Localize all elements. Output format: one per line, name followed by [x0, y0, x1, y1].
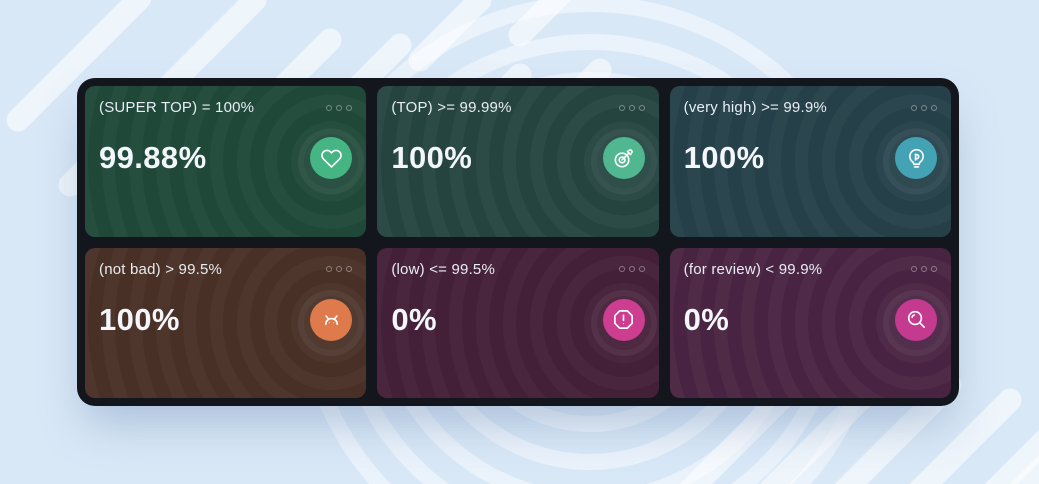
card-title: (for review) < 99.9% — [683, 260, 823, 278]
card-value: 0% — [683, 301, 730, 337]
kpi-card-very-high[interactable]: (very high) >= 99.9% 100% — [669, 86, 951, 237]
more-options-icon[interactable] — [618, 102, 645, 114]
search-icon — [895, 298, 937, 341]
kpi-card-for-review[interactable]: (for review) < 99.9% 0% — [669, 247, 951, 398]
card-title: (very high) >= 99.9% — [683, 99, 827, 116]
more-options-icon[interactable] — [326, 263, 353, 275]
card-value: 99.88% — [99, 140, 207, 175]
kpi-card-low[interactable]: (low) <= 99.5% 0% — [377, 247, 659, 398]
kpi-card-not-bad[interactable]: (not bad) > 99.5% 100% — [85, 247, 367, 398]
more-options-icon[interactable] — [911, 102, 937, 114]
card-title: (not bad) > 99.5% — [99, 260, 223, 278]
card-title: (TOP) >= 99.99% — [391, 99, 512, 116]
alert-octagon-icon — [602, 298, 645, 341]
card-title: (SUPER TOP) = 100% — [99, 99, 255, 116]
robot-head-icon — [310, 298, 353, 341]
kpi-dashboard-panel: (SUPER TOP) = 100% 99.88% (TOP) >= 99.99… — [77, 78, 959, 406]
card-value: 0% — [391, 301, 437, 337]
card-title: (low) <= 99.5% — [391, 260, 496, 278]
lightbulb-icon — [895, 137, 937, 179]
kpi-card-top[interactable]: (TOP) >= 99.99% 100% — [377, 86, 659, 237]
card-value: 100% — [99, 301, 180, 337]
more-options-icon[interactable] — [911, 263, 937, 275]
card-value: 100% — [391, 140, 473, 175]
target-icon — [602, 137, 645, 179]
heart-icon — [310, 137, 353, 179]
kpi-card-super-top[interactable]: (SUPER TOP) = 100% 99.88% — [85, 86, 367, 237]
more-options-icon[interactable] — [326, 102, 353, 114]
card-value: 100% — [683, 140, 765, 175]
more-options-icon[interactable] — [618, 263, 645, 275]
